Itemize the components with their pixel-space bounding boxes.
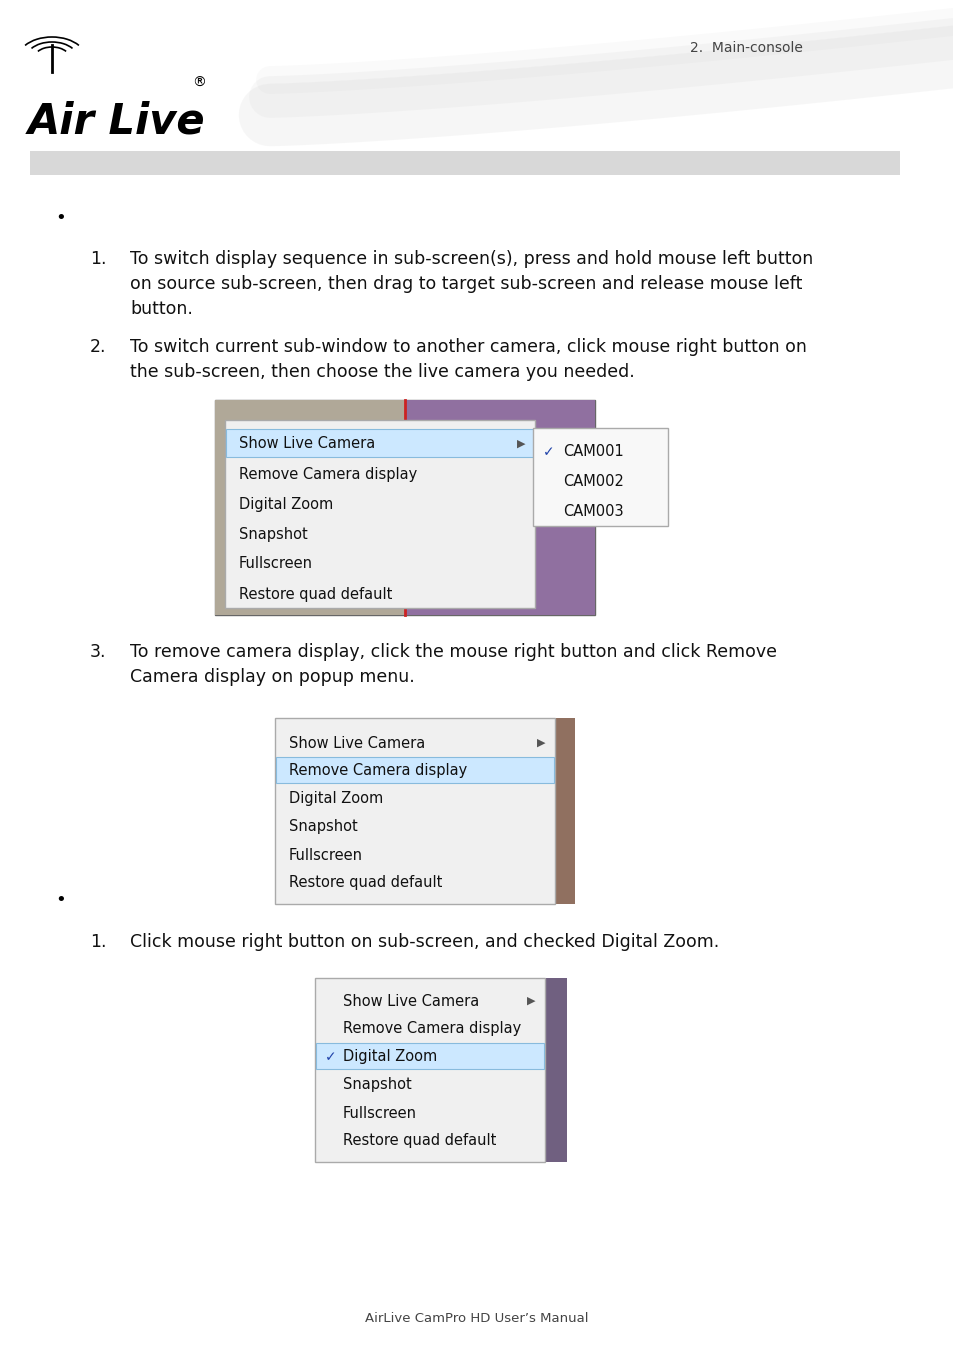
Text: •: • (55, 209, 66, 227)
Text: Remove Camera display: Remove Camera display (239, 467, 416, 482)
FancyBboxPatch shape (555, 718, 575, 904)
Text: Camera display on popup menu.: Camera display on popup menu. (130, 668, 415, 686)
Text: To remove camera display, click the mouse right button and click Remove: To remove camera display, click the mous… (130, 643, 776, 662)
Text: Restore quad default: Restore quad default (239, 586, 392, 602)
FancyBboxPatch shape (315, 1044, 543, 1069)
FancyBboxPatch shape (214, 400, 595, 616)
Text: ✓: ✓ (325, 1050, 336, 1064)
Text: To switch current sub-window to another camera, click mouse right button on: To switch current sub-window to another … (130, 338, 806, 356)
FancyBboxPatch shape (225, 420, 535, 608)
Text: AirLive CamPro HD User’s Manual: AirLive CamPro HD User’s Manual (365, 1311, 588, 1324)
Text: Fullscreen: Fullscreen (239, 556, 313, 571)
Text: Air Live: Air Live (28, 100, 206, 142)
Text: Restore quad default: Restore quad default (343, 1134, 496, 1149)
Text: To switch display sequence in sub-screen(s), press and hold mouse left button: To switch display sequence in sub-screen… (130, 250, 812, 269)
Text: 2.  Main-console: 2. Main-console (689, 40, 802, 55)
Text: on source sub-screen, then drag to target sub-screen and release mouse left: on source sub-screen, then drag to targe… (130, 275, 801, 293)
Text: CAM002: CAM002 (562, 474, 623, 490)
Text: Show Live Camera: Show Live Camera (239, 436, 375, 451)
Text: 1.: 1. (90, 933, 107, 950)
Text: Click mouse right button on sub-screen, and checked Digital Zoom.: Click mouse right button on sub-screen, … (130, 933, 719, 950)
Text: ▶: ▶ (526, 996, 535, 1006)
Text: Restore quad default: Restore quad default (289, 876, 442, 891)
FancyBboxPatch shape (30, 151, 899, 176)
Text: 3.: 3. (90, 643, 107, 662)
Text: the sub-screen, then choose the live camera you needed.: the sub-screen, then choose the live cam… (130, 363, 634, 381)
FancyBboxPatch shape (226, 429, 534, 458)
Text: ®: ® (192, 76, 206, 90)
Text: ▶: ▶ (517, 439, 525, 450)
Text: Fullscreen: Fullscreen (343, 1106, 416, 1120)
FancyBboxPatch shape (275, 757, 554, 783)
Text: Digital Zoom: Digital Zoom (289, 791, 383, 806)
Text: CAM003: CAM003 (562, 505, 623, 520)
Text: 1.: 1. (90, 250, 107, 269)
Text: 2.: 2. (90, 338, 107, 356)
Text: Snapshot: Snapshot (289, 819, 357, 834)
Text: Remove Camera display: Remove Camera display (289, 764, 467, 779)
Text: ▶: ▶ (537, 738, 545, 748)
Text: Snapshot: Snapshot (343, 1077, 412, 1092)
FancyBboxPatch shape (533, 428, 667, 526)
Text: Show Live Camera: Show Live Camera (289, 736, 425, 751)
Text: ✓: ✓ (542, 446, 554, 459)
FancyBboxPatch shape (274, 718, 555, 904)
Text: CAM001: CAM001 (562, 444, 623, 459)
Text: Digital Zoom: Digital Zoom (343, 1049, 436, 1065)
FancyBboxPatch shape (314, 977, 544, 1162)
Text: Digital Zoom: Digital Zoom (239, 497, 333, 512)
FancyBboxPatch shape (544, 977, 566, 1162)
Text: Show Live Camera: Show Live Camera (343, 994, 478, 1008)
Text: Remove Camera display: Remove Camera display (343, 1022, 520, 1037)
Text: •: • (55, 891, 66, 909)
Text: Snapshot: Snapshot (239, 526, 308, 541)
Text: button.: button. (130, 300, 193, 319)
Text: Fullscreen: Fullscreen (289, 848, 363, 863)
FancyBboxPatch shape (405, 400, 595, 616)
FancyBboxPatch shape (214, 400, 405, 616)
